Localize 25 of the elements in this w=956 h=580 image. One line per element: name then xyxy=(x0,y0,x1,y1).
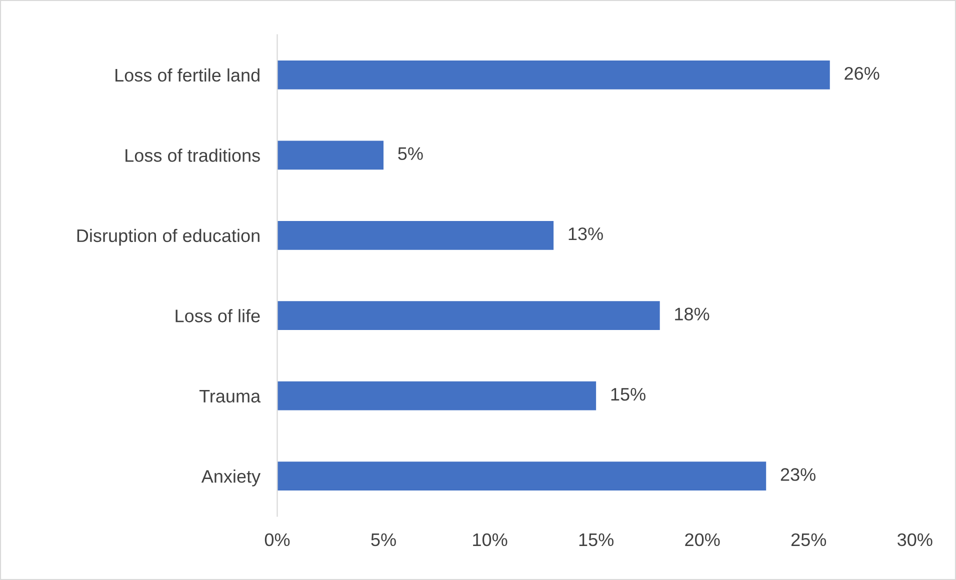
y-tick-label: Loss of traditions xyxy=(126,148,260,162)
x-tick-label: 20% xyxy=(685,533,720,546)
data-label: 23% xyxy=(780,468,816,481)
x-tick-label: 15% xyxy=(579,533,614,546)
y-tick-label: Trauma xyxy=(199,390,261,403)
y-tick-label: Anxiety xyxy=(201,470,261,486)
bar xyxy=(277,60,830,90)
bar xyxy=(277,462,766,491)
data-label: 5% xyxy=(398,147,423,160)
bar xyxy=(277,301,660,330)
x-tick-label: 5% xyxy=(371,533,396,546)
bar xyxy=(277,381,596,410)
y-tick-label: Loss of fertile land xyxy=(116,68,260,82)
bar xyxy=(277,140,384,170)
data-label: 15% xyxy=(611,388,646,401)
data-label: 26% xyxy=(844,66,880,80)
bar xyxy=(277,220,554,250)
data-label: 13% xyxy=(568,227,603,240)
data-label: 18% xyxy=(675,308,710,320)
x-tick-label: 25% xyxy=(791,533,826,546)
y-tick-label: Disruption of education xyxy=(77,228,260,246)
x-tick-label: 10% xyxy=(473,533,508,546)
y-tick-label: Loss of life xyxy=(176,309,260,322)
x-tick-label: 0% xyxy=(264,533,290,546)
x-tick-label: 30% xyxy=(898,533,932,546)
